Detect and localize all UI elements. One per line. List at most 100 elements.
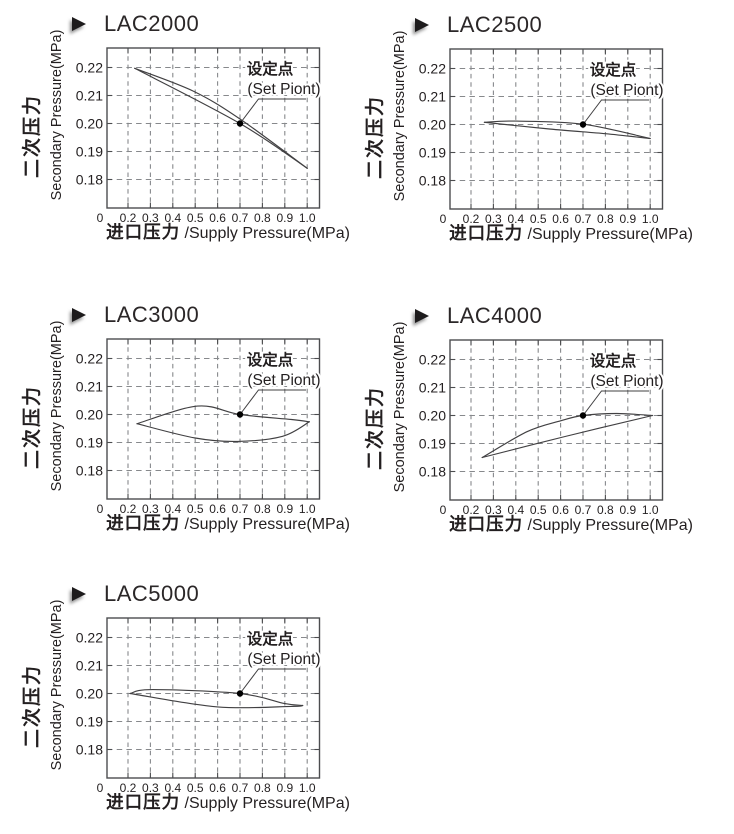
triangle-bullet-icon	[72, 587, 86, 601]
x-tick-label: 0	[97, 781, 104, 795]
y-tick-label: 0.19	[76, 714, 103, 730]
x-tick-label: 0.7	[575, 212, 592, 226]
y-tick-label: 0.20	[76, 407, 103, 423]
y-tick-label: 0.21	[76, 88, 103, 104]
x-tick-label: 0.6	[552, 212, 569, 226]
x-tick-label: 0	[440, 212, 447, 226]
x-tick-label: 0	[440, 503, 447, 517]
y-tick-label: 0.19	[419, 145, 446, 161]
series-lower-branch	[481, 414, 653, 459]
triangle-bullet-icon	[72, 308, 86, 322]
y-tick-label: 0.20	[76, 116, 103, 132]
y-axis-title-en: Secondary Pressure(MPa)	[49, 600, 65, 771]
x-tick-label: 0.6	[552, 503, 569, 517]
x-tick-label: 1.0	[642, 503, 659, 517]
series-upper-branch	[483, 120, 651, 140]
chart-block-lac2000: 0 0.2 0.3 0.4 0.5 0.6 0.7 0.8 0.9 1.0 0.22 0.21 0.20…	[0, 0, 367, 264]
x-tick-label: 0.9	[276, 781, 293, 795]
x-tick-label: 0.2	[120, 211, 137, 225]
x-tick-label: 0.4	[164, 781, 181, 795]
chart-block-lac4000: 0 0.2 0.3 0.4 0.5 0.6 0.7 0.8 0.9 1.0 0.22 0.21 0.20…	[343, 292, 710, 556]
set-point-label-cn: 设定点	[590, 60, 637, 79]
set-point-label-cn: 设定点	[247, 59, 294, 78]
set-point-leader-line	[582, 99, 649, 125]
y-axis-title-en: Secondary Pressure(MPa)	[392, 322, 408, 493]
y-axis-title-cn: 二次压力	[363, 95, 386, 179]
chart-plot-lac5000: 0 0.2 0.3 0.4 0.5 0.6 0.7 0.8 0.9 1.0 0.22 0.21 0.20…	[20, 600, 350, 812]
x-tick-label: 0.2	[120, 502, 137, 516]
x-tick-label: 0	[97, 502, 104, 516]
x-tick-label: 0.3	[142, 502, 159, 516]
y-tick-label: 0.18	[76, 742, 103, 758]
set-point-label-cn: 设定点	[590, 351, 637, 370]
y-tick-label: 0.21	[76, 379, 103, 395]
y-tick-label: 0.21	[419, 89, 446, 105]
chart-title: LAC2000	[104, 11, 200, 36]
y-axis-title-cn: 二次压力	[20, 385, 43, 469]
plot-border	[449, 339, 664, 501]
chart-title: LAC2500	[447, 12, 543, 37]
set-point-label-en: (Set Piont)	[247, 372, 320, 389]
set-point-label-en: (Set Piont)	[247, 651, 320, 668]
x-tick-label: 0.7	[232, 211, 249, 225]
x-tick-label: 0.6	[209, 502, 226, 516]
x-tick-label: 0.5	[530, 212, 547, 226]
x-axis-title: 进口压力 /Supply Pressure(MPa)	[106, 513, 350, 533]
chart-block-lac5000: 0 0.2 0.3 0.4 0.5 0.6 0.7 0.8 0.9 1.0 0.22 0.21 0.20…	[0, 570, 367, 834]
x-tick-label: 0.4	[164, 211, 181, 225]
y-tick-label: 0.18	[76, 463, 103, 479]
triangle-bullet-icon	[72, 17, 86, 31]
set-point-label-cn: 设定点	[247, 350, 294, 369]
y-axis-title-en: Secondary Pressure(MPa)	[49, 321, 65, 492]
y-tick-label: 0.22	[419, 352, 446, 368]
series-upper-branch	[134, 67, 308, 169]
x-tick-label: 0.4	[507, 503, 524, 517]
y-tick-label: 0.18	[419, 173, 446, 189]
x-tick-label: 1.0	[299, 211, 316, 225]
triangle-bullet-icon	[415, 18, 429, 32]
set-point-label-en: (Set Piont)	[590, 373, 663, 390]
set-point-marker	[236, 411, 244, 418]
y-axis-title-en: Secondary Pressure(MPa)	[392, 31, 408, 202]
x-tick-label: 0.9	[619, 212, 636, 226]
y-axis-title-en: Secondary Pressure(MPa)	[49, 30, 65, 201]
y-tick-label: 0.21	[76, 658, 103, 674]
set-point-leader-line	[582, 390, 649, 416]
x-axis-title: 进口压力 /Supply Pressure(MPa)	[106, 222, 350, 242]
set-point-marker	[236, 120, 244, 127]
chart-header: LAC3000	[0, 302, 199, 328]
chart-header: LAC2000	[0, 11, 199, 37]
series-lower-branch	[136, 421, 310, 443]
plot-border	[106, 617, 321, 779]
x-tick-label: 0.5	[187, 211, 204, 225]
x-tick-label: 0.7	[232, 781, 249, 795]
chart-plot-lac3000: 0 0.2 0.3 0.4 0.5 0.6 0.7 0.8 0.9 1.0 0.22 0.21 0.20…	[20, 321, 350, 533]
chart-plot-lac2500: 0 0.2 0.3 0.4 0.5 0.6 0.7 0.8 0.9 1.0 0.22 0.21 0.20…	[363, 31, 693, 243]
x-tick-label: 0	[97, 211, 104, 225]
series-lower-branch	[483, 121, 651, 140]
chart-header: LAC5000	[0, 581, 199, 607]
x-tick-label: 0.7	[232, 502, 249, 516]
y-tick-label: 0.20	[419, 408, 446, 424]
y-axis-title-cn: 二次压力	[363, 386, 386, 470]
plot-border	[106, 338, 321, 500]
set-point-leader-line	[239, 668, 306, 694]
chart-block-lac3000: 0 0.2 0.3 0.4 0.5 0.6 0.7 0.8 0.9 1.0 0.22 0.21 0.20…	[0, 291, 367, 555]
set-point-marker	[236, 690, 244, 697]
y-tick-label: 0.20	[76, 686, 103, 702]
y-tick-label: 0.22	[76, 60, 103, 76]
x-tick-label: 0.8	[597, 503, 614, 517]
chart-plot-lac2000: 0 0.2 0.3 0.4 0.5 0.6 0.7 0.8 0.9 1.0 0.22 0.21 0.20…	[20, 30, 350, 242]
x-tick-label: 0.5	[530, 503, 547, 517]
chart-title: LAC5000	[104, 581, 200, 606]
plot-border	[106, 47, 321, 209]
x-tick-label: 0.7	[575, 503, 592, 517]
x-tick-label: 0.5	[187, 502, 204, 516]
x-tick-label: 0.6	[209, 781, 226, 795]
x-axis-title: 进口压力 /Supply Pressure(MPa)	[449, 223, 693, 243]
x-tick-label: 0.8	[254, 211, 271, 225]
chart-plot-lac4000: 0 0.2 0.3 0.4 0.5 0.6 0.7 0.8 0.9 1.0 0.22 0.21 0.20…	[363, 322, 693, 534]
x-axis-title: 进口压力 /Supply Pressure(MPa)	[106, 792, 350, 812]
y-tick-label: 0.19	[76, 435, 103, 451]
y-tick-label: 0.22	[419, 61, 446, 77]
